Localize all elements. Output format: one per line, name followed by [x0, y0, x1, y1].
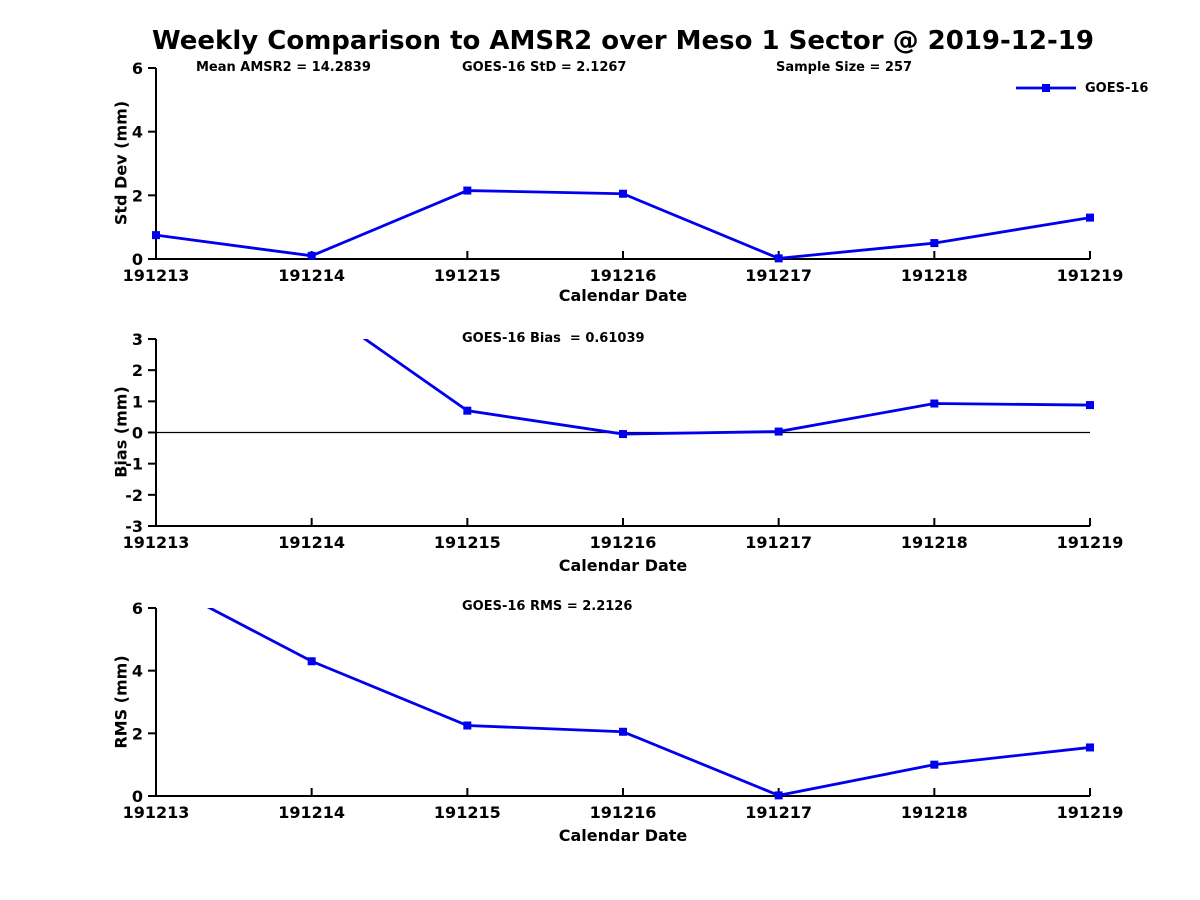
series-line [362, 339, 1091, 436]
y-tick-label: 2 [132, 186, 143, 205]
data-point-marker [619, 189, 627, 198]
x-tick-label: 191216 [590, 266, 657, 285]
x-tick-label: 191219 [1057, 533, 1124, 552]
x-tick-label: 191218 [901, 533, 968, 552]
x-axis-label-panel1: Calendar Date [558, 286, 688, 305]
y-tick-label: 4 [132, 123, 143, 142]
data-point-marker [930, 760, 939, 769]
x-tick-label: 191217 [745, 803, 812, 822]
y-axis-label-rms: RMS (mm) [111, 655, 131, 749]
data-point-marker [463, 406, 472, 415]
x-tick-label: 191219 [1057, 803, 1124, 822]
y-axis-label-bias: Bias (mm) [111, 386, 131, 478]
x-tick-label: 191214 [278, 803, 345, 822]
data-point-marker [619, 727, 627, 736]
x-tick-label: 191217 [745, 266, 812, 285]
annotation-sample-size: Sample Size = 257 [776, 60, 913, 75]
legend: GOES-16 [1014, 78, 1148, 98]
data-point-marker [1086, 213, 1094, 222]
x-tick-label: 191214 [278, 533, 345, 552]
data-point-marker [463, 721, 472, 730]
figure-title: Weekly Comparison to AMSR2 over Meso 1 S… [152, 26, 1094, 56]
y-tick-label: 2 [132, 361, 143, 380]
y-tick-label: 0 [132, 787, 143, 806]
y-tick-label: 0 [132, 250, 143, 269]
y-tick-label: 3 [132, 330, 143, 349]
data-point-marker [619, 430, 627, 439]
y-tick-label: 2 [132, 724, 143, 743]
series-line [155, 189, 1091, 260]
rms-panel: 0 2 4 6 191213 191214 191215 191216 191217 191218… [123, 599, 1124, 822]
data-point-marker [307, 657, 316, 666]
x-axis-label-panel2: Calendar Date [558, 556, 688, 575]
x-tick-label: 191219 [1057, 266, 1124, 285]
annotation-goes16-rms: GOES-16 RMS = 2.2126 [462, 599, 633, 614]
x-tick-label: 191218 [901, 803, 968, 822]
x-tick-label: 191213 [123, 803, 190, 822]
y-tick-label: 4 [132, 662, 143, 681]
annotation-goes16-bias: GOES-16 Bias = 0.61039 [462, 331, 645, 346]
x-tick-label: 191215 [434, 803, 501, 822]
annotation-mean-amsr2: Mean AMSR2 = 14.2839 [196, 60, 371, 75]
data-point-marker [930, 399, 939, 408]
legend-label: GOES-16 [1085, 80, 1149, 96]
y-tick-label: -3 [125, 517, 143, 536]
y-tick-label: 6 [132, 59, 143, 78]
y-tick-label: 6 [132, 599, 143, 618]
x-tick-label: 191215 [434, 533, 501, 552]
legend-key [1016, 84, 1076, 92]
annotation-goes16-std: GOES-16 StD = 2.1267 [462, 60, 627, 75]
data-point-marker [1086, 743, 1094, 752]
y-tick-label: -1 [125, 455, 143, 474]
data-point-marker [930, 239, 939, 248]
x-tick-label: 191218 [901, 266, 968, 285]
x-axis-label-panel3: Calendar Date [558, 826, 688, 845]
x-tick-label: 191214 [278, 266, 345, 285]
data-point-marker [774, 254, 783, 263]
y-axis-label-std-dev: Std Dev (mm) [111, 100, 131, 226]
data-point-marker [152, 231, 160, 240]
x-tick-label: 191216 [590, 803, 657, 822]
data-point-marker [463, 186, 472, 195]
x-tick-label: 191215 [434, 266, 501, 285]
y-tick-label: 1 [132, 392, 143, 411]
x-tick-label: 191216 [590, 533, 657, 552]
std-dev-panel: 0 2 4 6 191213 191214 191215 191216 191217 191218… [123, 59, 1124, 285]
x-tick-label: 191217 [745, 533, 812, 552]
x-tick-label: 191213 [123, 266, 190, 285]
y-tick-label: -2 [125, 486, 143, 505]
data-point-marker [774, 791, 783, 800]
x-tick-label: 191213 [123, 533, 190, 552]
data-point-marker [1086, 401, 1094, 410]
legend-marker [1042, 84, 1050, 92]
data-point-marker [307, 251, 316, 260]
data-point-marker [774, 427, 783, 436]
y-tick-label: 0 [132, 424, 143, 443]
